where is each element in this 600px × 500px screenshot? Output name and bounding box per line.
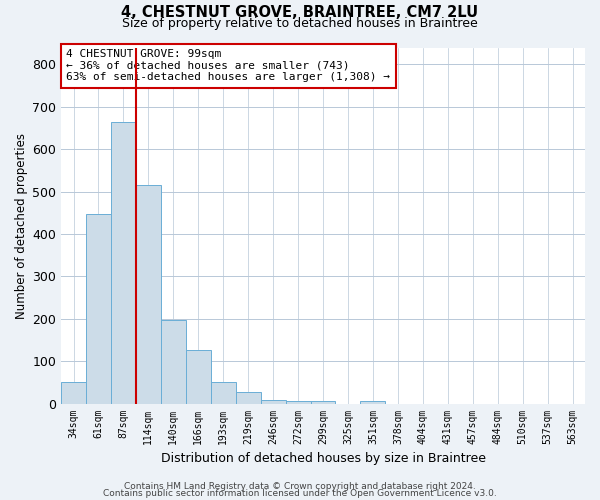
Y-axis label: Number of detached properties: Number of detached properties (15, 132, 28, 318)
Text: Contains HM Land Registry data © Crown copyright and database right 2024.: Contains HM Land Registry data © Crown c… (124, 482, 476, 491)
Bar (186, 350, 211, 404)
Bar (260, 400, 286, 404)
Bar (236, 392, 260, 404)
X-axis label: Distribution of detached houses by size in Braintree: Distribution of detached houses by size … (161, 452, 485, 465)
Text: Size of property relative to detached houses in Braintree: Size of property relative to detached ho… (122, 18, 478, 30)
Text: Contains public sector information licensed under the Open Government Licence v3: Contains public sector information licen… (103, 490, 497, 498)
Bar (111, 122, 136, 404)
Bar (136, 186, 161, 404)
Text: 4 CHESTNUT GROVE: 99sqm
← 36% of detached houses are smaller (743)
63% of semi-d: 4 CHESTNUT GROVE: 99sqm ← 36% of detache… (66, 50, 390, 82)
Bar (286, 400, 311, 404)
Bar (211, 382, 236, 404)
Bar (86, 214, 111, 404)
Bar (61, 382, 86, 404)
Bar (311, 400, 335, 404)
Bar (161, 320, 186, 404)
Text: 4, CHESTNUT GROVE, BRAINTREE, CM7 2LU: 4, CHESTNUT GROVE, BRAINTREE, CM7 2LU (121, 5, 479, 20)
Bar (361, 400, 385, 404)
